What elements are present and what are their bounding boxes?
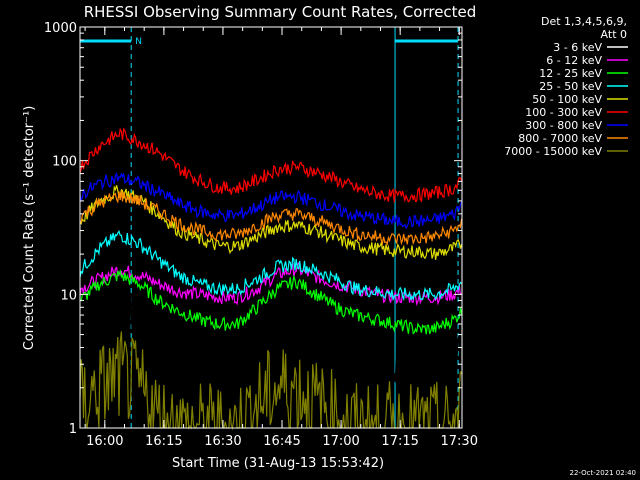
x-axis-label: Start Time (31-Aug-13 15:53:42) bbox=[172, 456, 384, 471]
x-tick-label: 17:00 bbox=[322, 434, 359, 449]
series-line bbox=[79, 268, 463, 335]
x-tick-label: 16:45 bbox=[263, 434, 300, 449]
legend-entry-label: 800 - 7000 keV bbox=[518, 132, 602, 145]
x-tick-label: 16:00 bbox=[86, 434, 123, 449]
x-axis-ticks: 16:00 16:15 16:30 16:45 17:00 17:15 17:30 bbox=[84, 27, 478, 449]
legend-header-line-2: Att 0 bbox=[601, 28, 627, 41]
legend-entry-label: 3 - 6 keV bbox=[553, 41, 602, 54]
y-axis-ticks: 1 10 100 1000 bbox=[44, 21, 462, 437]
legend-entry-label: 6 - 12 keV bbox=[546, 54, 602, 67]
chart-title: RHESSI Observing Summary Count Rates, Co… bbox=[84, 3, 477, 21]
plot-frame bbox=[79, 26, 463, 429]
x-tick-label: 16:30 bbox=[204, 434, 241, 449]
y-tick-label: 1 bbox=[69, 422, 77, 437]
series-line bbox=[79, 127, 463, 203]
series-line bbox=[79, 185, 463, 260]
y-tick-label: 100 bbox=[52, 155, 77, 170]
legend-entry-label: 12 - 25 keV bbox=[539, 67, 602, 80]
legend-entry-label: 300 - 800 keV bbox=[525, 119, 602, 132]
legend-entry-label: 7000 - 15000 keV bbox=[504, 145, 602, 158]
legend-entry-label: 100 - 300 keV bbox=[525, 106, 602, 119]
x-tick-label: 17:15 bbox=[381, 434, 418, 449]
x-tick-label: 17:30 bbox=[441, 434, 478, 449]
y-tick-label: 1000 bbox=[44, 21, 77, 36]
series-line bbox=[79, 285, 463, 383]
legend-entry-label: 50 - 100 keV bbox=[532, 93, 602, 106]
series-line bbox=[79, 229, 462, 302]
series-line bbox=[79, 331, 463, 431]
attenuator-label: N bbox=[135, 37, 142, 47]
x-tick-label: 16:15 bbox=[145, 434, 182, 449]
y-axis-label: Corrected Count Rate (s⁻¹ detector⁻¹) bbox=[22, 106, 37, 351]
series-line bbox=[79, 190, 463, 247]
series-line bbox=[79, 171, 463, 230]
legend-entry-label: 25 - 50 keV bbox=[539, 80, 602, 93]
series-line bbox=[79, 261, 462, 307]
y-tick-label: 10 bbox=[60, 288, 77, 303]
series-layer bbox=[79, 127, 463, 431]
render-timestamp: 22-Oct-2021 02:40 bbox=[570, 469, 636, 477]
legend-header-line-1: Det 1,3,4,5,6,9, bbox=[541, 15, 627, 28]
